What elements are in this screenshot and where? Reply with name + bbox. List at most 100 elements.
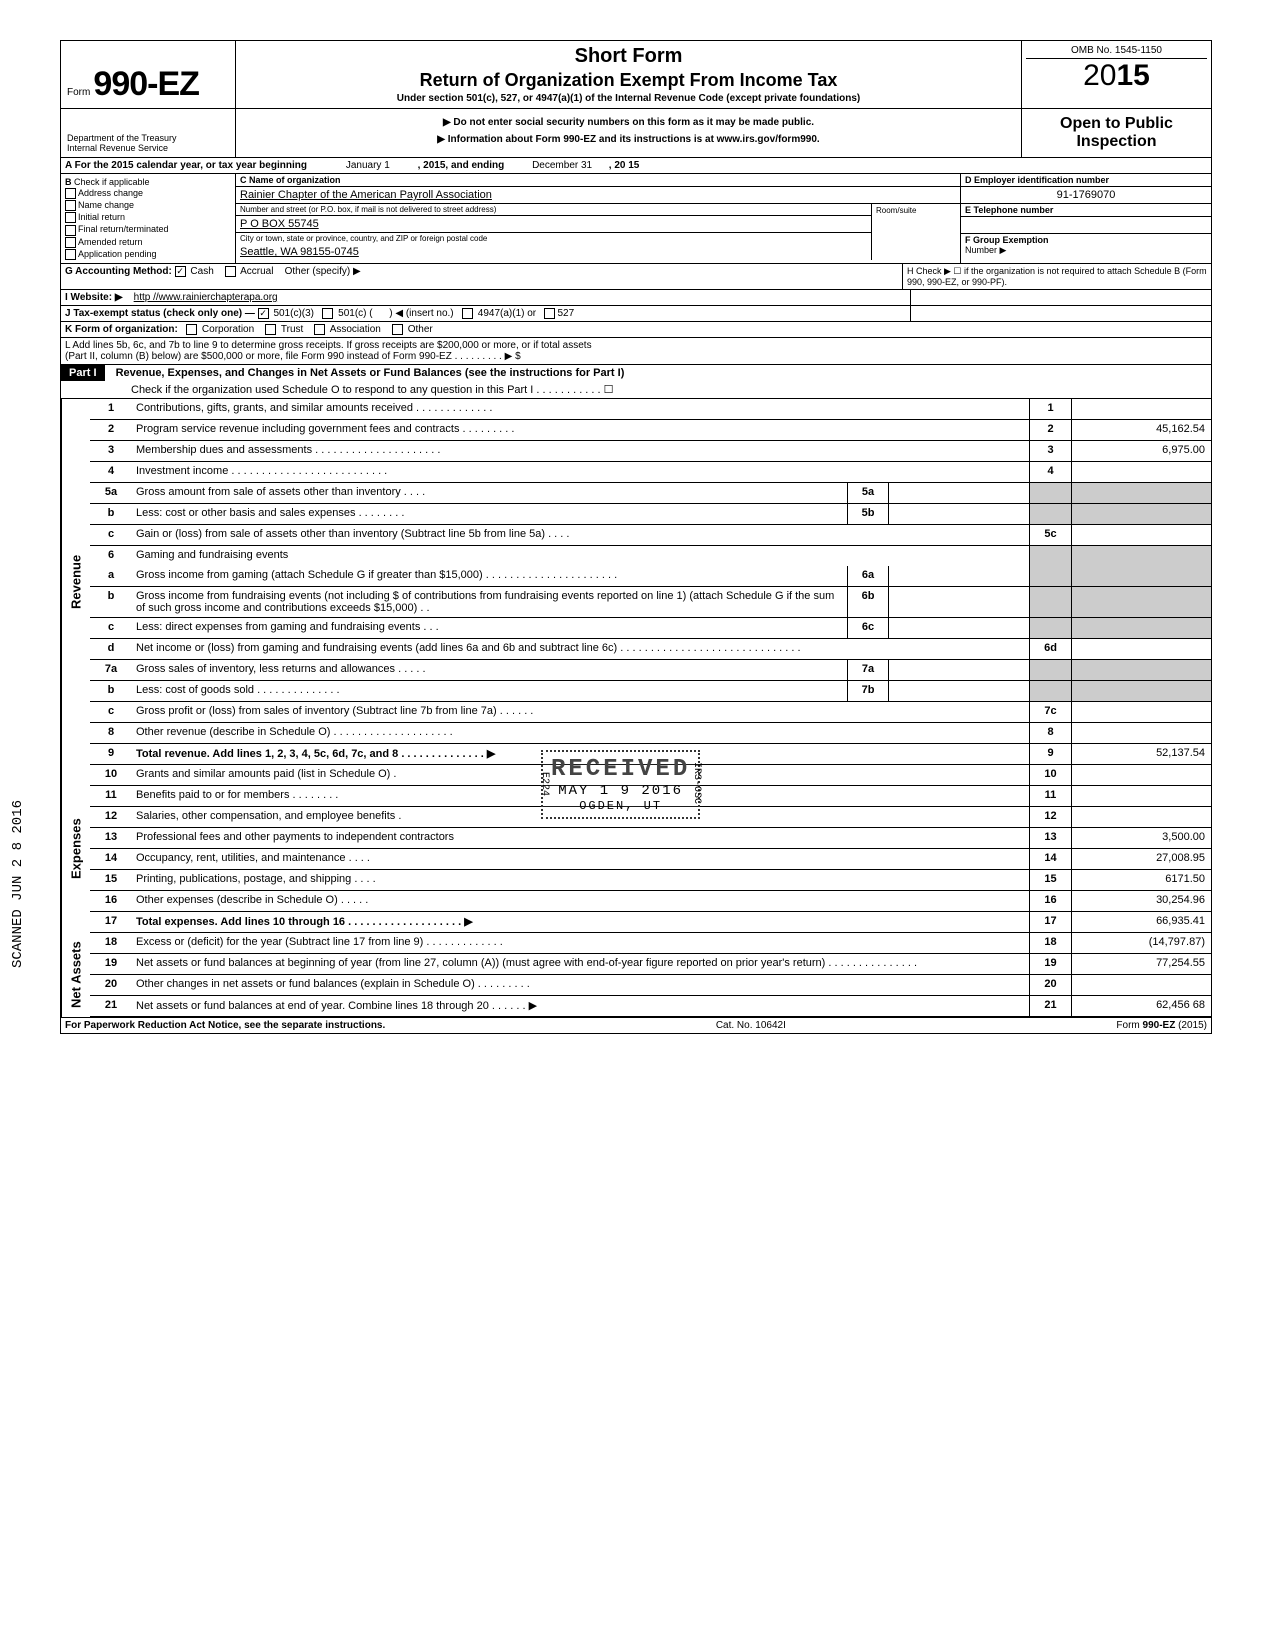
year-prefix: 20 (1083, 59, 1116, 92)
section-i-label: I Website: ▶ (65, 292, 123, 303)
instructions-box: ▶ Do not enter social security numbers o… (236, 109, 1021, 157)
l15-amount: 6171.50 (1071, 870, 1211, 890)
part1-header: Part I Revenue, Expenses, and Changes in… (61, 365, 1211, 399)
l2-num: 2 (90, 420, 132, 440)
l8-box: 8 (1029, 723, 1071, 743)
cash-label: Cash (190, 266, 213, 277)
subtitle: Under section 501(c), 527, or 4947(a)(1)… (242, 93, 1015, 104)
l1-amount (1071, 399, 1211, 419)
section-f-label2: Number ▶ (965, 245, 1006, 255)
l6c-num: c (90, 618, 132, 638)
street-label: Number and street (or P.O. box, if mail … (236, 204, 871, 216)
j-opt2b: ) ◀ (insert no.) (389, 308, 453, 319)
footer-middle: Cat. No. 10642I (716, 1020, 786, 1031)
section-b-label: B (65, 177, 72, 187)
l10-amount (1071, 765, 1211, 785)
title-short-form: Short Form (242, 45, 1015, 68)
l18-amount: (14,797.87) (1071, 933, 1211, 953)
l20-box: 20 (1029, 975, 1071, 995)
checkbox-527[interactable] (544, 308, 555, 319)
section-b-check-if: Check if applicable (74, 177, 150, 187)
street: P O BOX 55745 (236, 216, 871, 233)
footer-right-wrap: Form 990-EZ (2015) (1116, 1020, 1207, 1031)
section-a-mid: , 2015, and ending (418, 160, 505, 171)
l21-amount: 62,456 68 (1071, 996, 1211, 1016)
checkbox-accrual[interactable] (225, 266, 236, 277)
k-trust: Trust (281, 324, 303, 335)
l13-desc: Professional fees and other payments to … (132, 828, 1029, 848)
checkbox-other-org[interactable] (392, 324, 403, 335)
open-public-2: Inspection (1024, 133, 1209, 151)
checkbox-final-return[interactable] (65, 225, 76, 236)
netassets-label: Net Assets (61, 933, 90, 1017)
l5c-box: 5c (1029, 525, 1071, 545)
l6d-num: d (90, 639, 132, 659)
checkbox-amended[interactable] (65, 237, 76, 248)
checkbox-4947[interactable] (462, 308, 473, 319)
l6b-num: b (90, 587, 132, 617)
l8-num: 8 (90, 723, 132, 743)
footer: For Paperwork Reduction Act Notice, see … (61, 1017, 1211, 1033)
l17-desc: Total expenses. Add lines 10 through 16 … (136, 916, 473, 928)
l6a-shaded (1029, 566, 1071, 586)
l7a-amount-shaded (1071, 660, 1211, 680)
checkbox-address-change[interactable] (65, 188, 76, 199)
l12-box: 12 (1029, 807, 1071, 827)
section-j-label: J Tax-exempt status (check only one) — (65, 308, 255, 319)
l9-box: 9 (1029, 744, 1071, 764)
l1-box: 1 (1029, 399, 1071, 419)
form-prefix: Form (67, 87, 90, 98)
header-row: Form 990-EZ Short Form Return of Organiz… (61, 41, 1211, 109)
l6-num: 6 (90, 546, 132, 566)
l7a-num: 7a (90, 660, 132, 680)
checkbox-corp[interactable] (186, 324, 197, 335)
l5a-num: 5a (90, 483, 132, 503)
checkbox-initial-return[interactable] (65, 212, 76, 223)
l18-num: 18 (90, 933, 132, 953)
checkbox-assoc[interactable] (314, 324, 325, 335)
info: ▶ Information about Form 990-EZ and its … (242, 134, 1015, 145)
l13-box: 13 (1029, 828, 1071, 848)
section-a: A For the 2015 calendar year, or tax yea… (61, 158, 1211, 174)
l4-desc: Investment income . . . . . . . . . . . … (132, 462, 1029, 482)
k-corp: Corporation (202, 324, 254, 335)
dept2: Internal Revenue Service (67, 143, 229, 153)
l14-desc: Occupancy, rent, utilities, and maintena… (132, 849, 1029, 869)
section-f-label: F Group Exemption (965, 235, 1049, 245)
title-return: Return of Organization Exempt From Incom… (242, 70, 1015, 91)
section-i: I Website: ▶ http //www.rainierchapterap… (61, 290, 1211, 306)
section-b: B Check if applicable Address change Nam… (61, 174, 236, 263)
open-public-1: Open to Public (1024, 115, 1209, 133)
l7b-ibox: 7b (847, 681, 889, 701)
section-c-label: C Name of organization (240, 175, 341, 185)
cb-label-initial: Initial return (78, 212, 125, 222)
l6c-desc: Less: direct expenses from gaming and fu… (132, 618, 847, 638)
l16-num: 16 (90, 891, 132, 911)
l3-num: 3 (90, 441, 132, 461)
l18-box: 18 (1029, 933, 1071, 953)
l14-num: 14 (90, 849, 132, 869)
l6c-iamount (889, 618, 1029, 638)
checkbox-cash[interactable]: ✓ (175, 266, 186, 277)
l13-amount: 3,500.00 (1071, 828, 1211, 848)
stamp-side2: E224 (539, 772, 550, 796)
l5a-amount-shaded (1071, 483, 1211, 503)
received-stamp: RECEIVED MAY 1 9 2016 OGDEN, UT IRS-OSC … (541, 750, 700, 819)
checkbox-name-change[interactable] (65, 200, 76, 211)
l6d-box: 6d (1029, 639, 1071, 659)
checkbox-trust[interactable] (265, 324, 276, 335)
l14-box: 14 (1029, 849, 1071, 869)
checkbox-501c3[interactable]: ✓ (258, 308, 269, 319)
l1-desc: Contributions, gifts, grants, and simila… (132, 399, 1029, 419)
l5a-iamount (889, 483, 1029, 503)
l20-num: 20 (90, 975, 132, 995)
l3-amount: 6,975.00 (1071, 441, 1211, 461)
section-a-ending: December 31 (532, 160, 592, 171)
l5c-amount (1071, 525, 1211, 545)
l6a-iamount (889, 566, 1029, 586)
checkbox-501c[interactable] (322, 308, 333, 319)
k-other: Other (408, 324, 433, 335)
l2-box: 2 (1029, 420, 1071, 440)
checkbox-app-pending[interactable] (65, 249, 76, 260)
l5b-shaded (1029, 504, 1071, 524)
